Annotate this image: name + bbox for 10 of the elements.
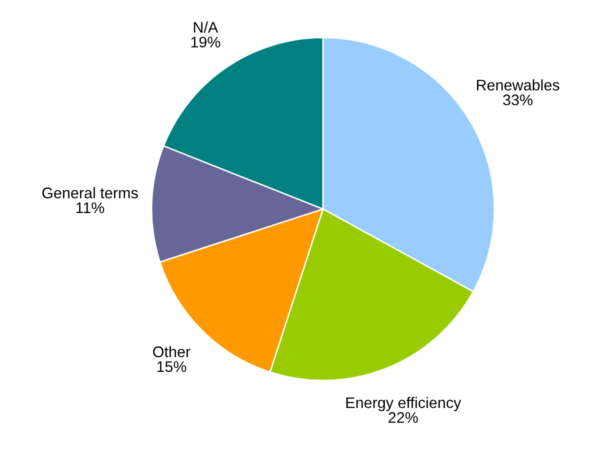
data-label: 15% xyxy=(157,361,186,372)
data-label: 19% xyxy=(191,36,220,48)
data-label: 33% xyxy=(503,94,533,106)
slice-label: Renewables xyxy=(476,79,560,91)
slice-label: Energy efficiency xyxy=(346,396,462,412)
slice-label: N/A xyxy=(194,22,218,33)
data-label: 11% xyxy=(76,202,104,214)
data-label: 22% xyxy=(388,412,418,423)
slice-label: General terms xyxy=(42,187,138,198)
slice-label: Other xyxy=(153,346,190,358)
